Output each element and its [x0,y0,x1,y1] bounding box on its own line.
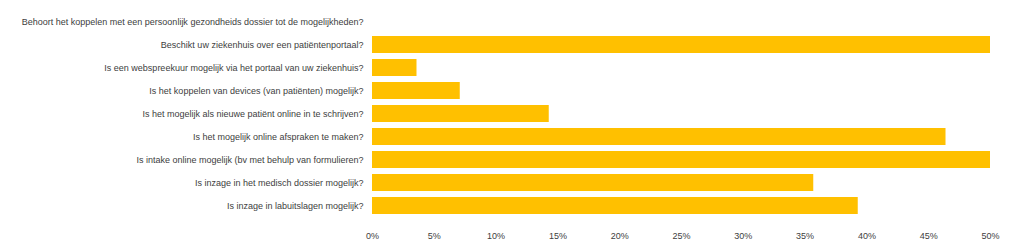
svg-text:Is intake online mogelijk (bv: Is intake online mogelijk (bv met behulp… [136,155,363,165]
svg-text:Behoort het koppelen met een p: Behoort het koppelen met een persoonlijk… [22,17,364,27]
svg-text:15%: 15% [549,231,567,241]
svg-text:20%: 20% [611,231,629,241]
svg-text:25%: 25% [672,231,690,241]
svg-text:Beschikt uw ziekenhuis over ee: Beschikt uw ziekenhuis over een patiënte… [161,40,364,50]
svg-text:30%: 30% [734,231,752,241]
svg-text:10%: 10% [487,231,505,241]
svg-text:Is inzage in het medisch dossi: Is inzage in het medisch dossier mogelij… [195,178,364,188]
svg-text:40%: 40% [858,231,876,241]
svg-text:35%: 35% [796,231,814,241]
svg-text:5%: 5% [428,231,441,241]
svg-text:Is het mogelijk als nieuwe pat: Is het mogelijk als nieuwe patiënt onlin… [142,109,363,119]
svg-text:0%: 0% [366,231,379,241]
svg-text:Is inzage in labuitslagen moge: Is inzage in labuitslagen mogelijk? [227,201,364,211]
svg-text:Is een webspreekuur mogelijk v: Is een webspreekuur mogelijk via het por… [104,63,363,73]
svg-text:Is het koppelen van devices (v: Is het koppelen van devices (van patiënt… [149,86,363,96]
svg-text:45%: 45% [920,231,938,241]
svg-text:50%: 50% [981,231,999,241]
svg-text:Is het mogelijk online afsprak: Is het mogelijk online afspraken te make… [193,132,364,142]
